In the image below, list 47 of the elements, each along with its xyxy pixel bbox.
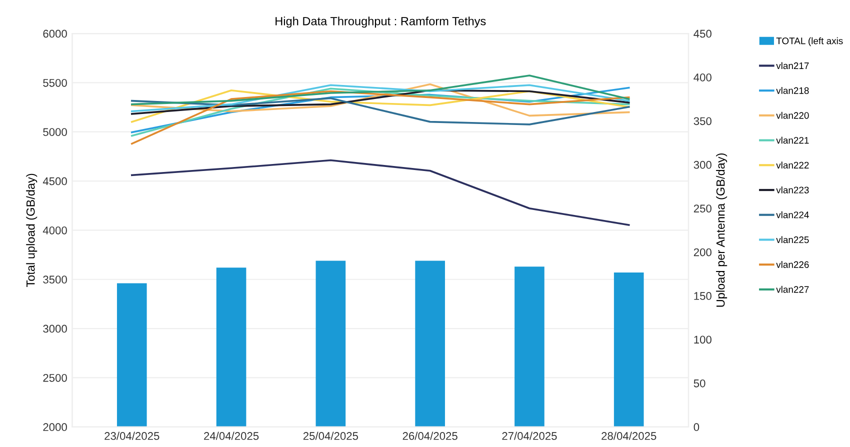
chart-title: High Data Throughput : Ramform Tethys bbox=[276, 16, 486, 28]
y2-axis-title: Upload per Antenna (GB/day) bbox=[716, 153, 728, 307]
legend-label: vlan226 bbox=[776, 261, 809, 268]
y-tick-label: 3000 bbox=[43, 324, 67, 333]
x-tick-label: 26/04/2025 bbox=[402, 432, 458, 440]
y2-tick-label: 250 bbox=[694, 204, 712, 212]
y-tick-label: 3500 bbox=[43, 276, 67, 284]
x-tick-label: 28/04/2025 bbox=[602, 432, 656, 440]
line-series bbox=[130, 90, 630, 145]
legend-label: vlan217 bbox=[776, 62, 809, 70]
legend-label: vlan223 bbox=[776, 186, 809, 194]
y-tick-label: 2500 bbox=[43, 374, 67, 382]
y2-tick-label: 100 bbox=[694, 336, 712, 344]
legend-label: vlan224 bbox=[776, 211, 809, 218]
x-tick-label: 23/04/2025 bbox=[104, 432, 160, 440]
y2-tick-label: 150 bbox=[694, 292, 712, 300]
legend-label: vlan225 bbox=[776, 236, 809, 244]
y-tick-label: 2000 bbox=[43, 423, 67, 432]
line-series bbox=[130, 89, 630, 115]
y2-tick-label: 400 bbox=[694, 74, 712, 82]
y-tick-label: 4000 bbox=[42, 226, 67, 234]
line-series bbox=[130, 97, 630, 126]
y-tick-label: 5500 bbox=[43, 78, 67, 87]
y2-tick-label: 350 bbox=[694, 117, 712, 126]
line-series bbox=[130, 159, 630, 226]
legend-label: vlan222 bbox=[776, 162, 809, 169]
line-series bbox=[130, 83, 630, 117]
line-series bbox=[130, 74, 630, 106]
y2-tick-label: 200 bbox=[694, 248, 712, 256]
y2-tick-label: 50 bbox=[694, 379, 706, 388]
legend-label: vlan218 bbox=[776, 87, 809, 94]
legend-label: TOTAL (left axis bbox=[776, 37, 843, 46]
y2-tick-label: 0 bbox=[694, 423, 700, 432]
x-tick-label: 27/04/2025 bbox=[502, 432, 557, 440]
y-tick-label: 6000 bbox=[43, 30, 67, 38]
y-tick-label: 5000 bbox=[43, 128, 67, 136]
legend-label: vlan227 bbox=[776, 286, 809, 293]
line-series bbox=[130, 84, 630, 112]
x-tick-label: 25/04/2025 bbox=[303, 432, 358, 440]
line-series bbox=[130, 89, 630, 123]
legend-label: vlan220 bbox=[776, 112, 809, 119]
y-tick-label: 4500 bbox=[42, 177, 67, 186]
legend-label: vlan221 bbox=[776, 136, 809, 144]
y2-tick-label: 300 bbox=[694, 160, 712, 169]
y-axis-title: Total upload (GB/day) bbox=[26, 174, 38, 288]
x-tick-label: 24/04/2025 bbox=[204, 432, 259, 440]
y2-tick-label: 450 bbox=[694, 30, 712, 38]
